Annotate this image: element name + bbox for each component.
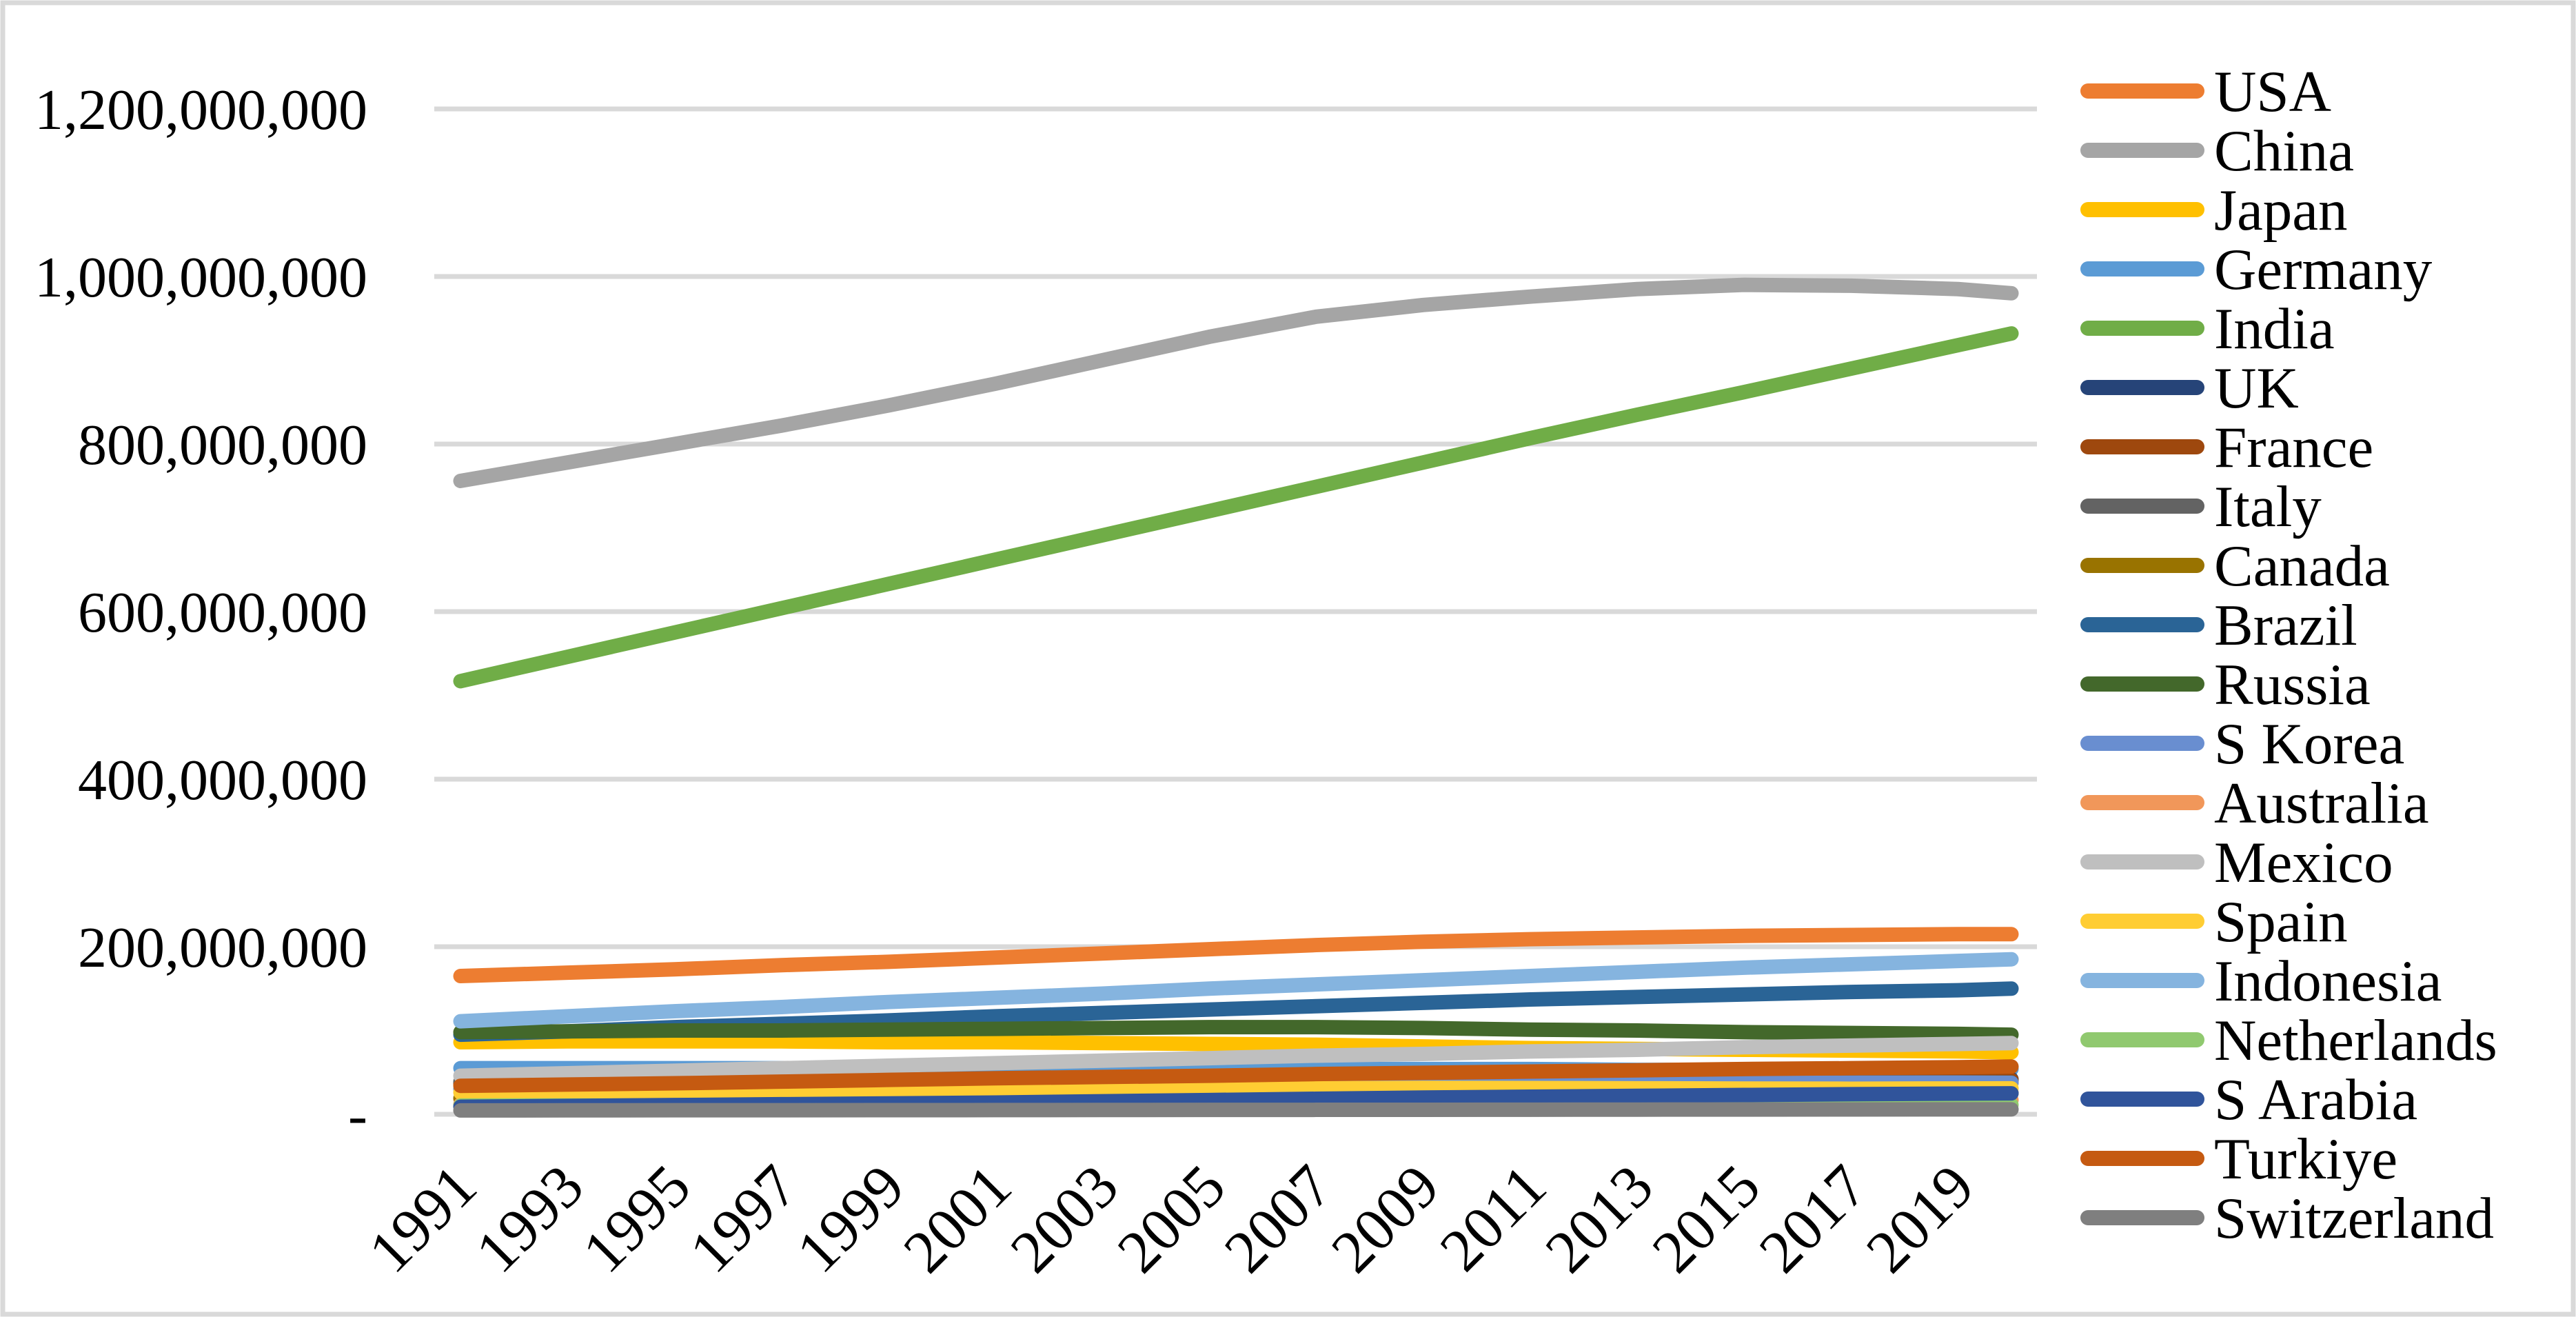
series-line-india xyxy=(453,326,2019,689)
series-line-china xyxy=(453,277,2019,488)
legend-label-japan: Japan xyxy=(2214,178,2348,243)
legend-label-italy: Italy xyxy=(2214,474,2322,539)
legend-label-usa: USA xyxy=(2214,59,2331,124)
legend-label-s-arabia: S Arabia xyxy=(2214,1067,2417,1132)
legend-label-france: France xyxy=(2214,415,2373,480)
y-axis-label-1000m: 1,000,000,000 xyxy=(34,245,367,310)
legend-label-s-korea: S Korea xyxy=(2214,712,2404,776)
legend-swatch-brazil xyxy=(2080,617,2204,632)
series-line-turkiye xyxy=(453,1059,2019,1094)
legend-swatch-indonesia xyxy=(2080,973,2204,988)
legend-label-brazil: Brazil xyxy=(2214,593,2357,658)
legend-label-canada: Canada xyxy=(2214,534,2390,599)
legend-swatch-s-korea xyxy=(2080,736,2204,751)
y-axis-label-0m: - xyxy=(348,1083,367,1147)
legend-swatch-italy xyxy=(2080,499,2204,514)
legend-swatch-canada xyxy=(2080,558,2204,573)
legend-swatch-india xyxy=(2080,321,2204,336)
legend-label-mexico: Mexico xyxy=(2214,830,2393,895)
y-axis-label-600m: 600,000,000 xyxy=(78,581,367,645)
legend-label-indonesia: Indonesia xyxy=(2214,949,2442,1014)
legend-label-germany: Germany xyxy=(2214,237,2433,302)
legend-swatch-australia xyxy=(2080,795,2204,810)
legend-swatch-uk xyxy=(2080,380,2204,395)
legend-label-russia: Russia xyxy=(2214,652,2371,717)
legend-swatch-japan xyxy=(2080,202,2204,217)
legend-swatch-usa xyxy=(2080,83,2204,99)
legend-label-turkiye: Turkiye xyxy=(2214,1127,2397,1192)
legend-swatch-germany xyxy=(2080,261,2204,277)
y-axis-label-400m: 400,000,000 xyxy=(78,748,367,812)
legend-label-australia: Australia xyxy=(2214,771,2429,836)
legend-swatch-china xyxy=(2080,143,2204,158)
series-line-mexico xyxy=(453,1036,2019,1083)
legend-label-uk: UK xyxy=(2214,356,2299,421)
y-axis-label-200m: 200,000,000 xyxy=(78,916,367,980)
legend-swatch-switzerland xyxy=(2080,1210,2204,1225)
legend-label-netherlands: Netherlands xyxy=(2214,1008,2497,1073)
legend-swatch-france xyxy=(2080,439,2204,454)
legend-label-spain: Spain xyxy=(2214,889,2348,954)
y-axis-label-1200m: 1,200,000,000 xyxy=(34,78,367,142)
legend-swatch-spain xyxy=(2080,914,2204,929)
legend-swatch-mexico xyxy=(2080,854,2204,869)
legend-swatch-netherlands xyxy=(2080,1032,2204,1047)
legend-label-india: India xyxy=(2214,296,2335,361)
legend-swatch-turkiye xyxy=(2080,1151,2204,1166)
series-line-russia xyxy=(453,1020,2019,1043)
legend-swatch-s-arabia xyxy=(2080,1092,2204,1107)
series-line-switzerland xyxy=(453,1102,2019,1118)
series-line-indonesia xyxy=(453,952,2019,1029)
legend-label-switzerland: Switzerland xyxy=(2214,1186,2494,1251)
y-axis-label-800m: 800,000,000 xyxy=(78,413,367,477)
legend-swatch-russia xyxy=(2080,676,2204,692)
legend-label-china: China xyxy=(2214,119,2354,183)
series-line-usa xyxy=(453,927,2019,984)
